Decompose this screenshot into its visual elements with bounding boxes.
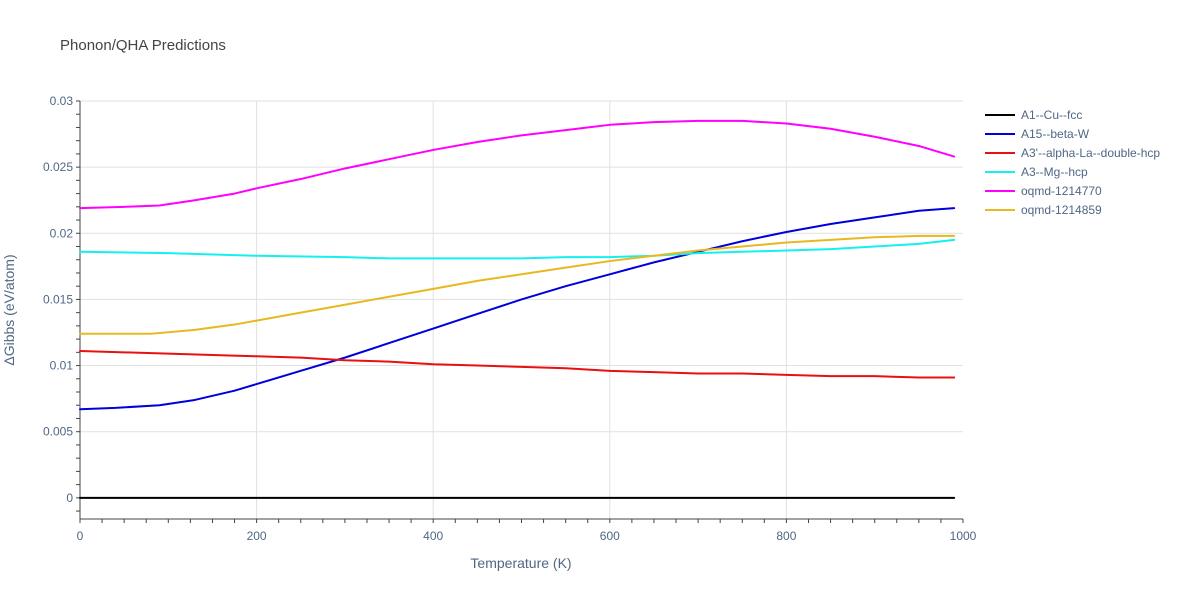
legend-label-a3-alpha-la-double-hcp: A3'--alpha-La--double-hcp	[1021, 146, 1160, 160]
y-tick-label: 0.005	[43, 425, 73, 439]
y-tick-label: 0	[66, 491, 73, 505]
legend-label-oqmd-1214770: oqmd-1214770	[1021, 184, 1102, 198]
series-line-a3-alpha-la-double-hcp	[79, 350, 956, 379]
grid	[80, 100, 963, 519]
series-line-a3-mg-hcp	[79, 238, 956, 260]
y-tick-label: 0.015	[43, 292, 73, 306]
series-line-a15-beta-w	[79, 207, 956, 411]
x-tick-label: 200	[247, 529, 267, 543]
x-axis-title: Temperature (K)	[470, 555, 571, 571]
y-tick-label: 0.02	[50, 226, 74, 240]
x-tick-label: 800	[776, 529, 796, 543]
y-axis-title: ΔGibbs (eV/atom)	[1, 254, 17, 365]
x-tick-label: 400	[423, 529, 443, 543]
series-line-oqmd-1214770	[79, 119, 956, 210]
x-tick-label: 1000	[950, 529, 977, 543]
legend-label-a1-cu-fcc: A1--Cu--fcc	[1021, 108, 1082, 122]
x-tick-label: 0	[77, 529, 84, 543]
plot-series	[79, 119, 956, 499]
y-tick-label: 0.01	[50, 359, 74, 373]
y-tick-label: 0.025	[43, 160, 73, 174]
legend-label-oqmd-1214859: oqmd-1214859	[1021, 203, 1102, 217]
legend: A1--Cu--fcc A15--beta-W A3'--alpha-La--dou…	[985, 108, 1160, 217]
axes: 0 200 400 600 800 1000 0 0.005 0.01 0.015 0.02 0.02…	[43, 94, 977, 543]
legend-label-a3-mg-hcp: A3--Mg--hcp	[1021, 165, 1088, 179]
x-tick-label: 600	[600, 529, 620, 543]
chart-title: Phonon/QHA Predictions	[60, 37, 226, 54]
y-tick-label: 0.03	[50, 94, 74, 108]
legend-label-a15-beta-w: A15--beta-W	[1021, 127, 1090, 141]
series-line-oqmd-1214859	[79, 234, 956, 335]
